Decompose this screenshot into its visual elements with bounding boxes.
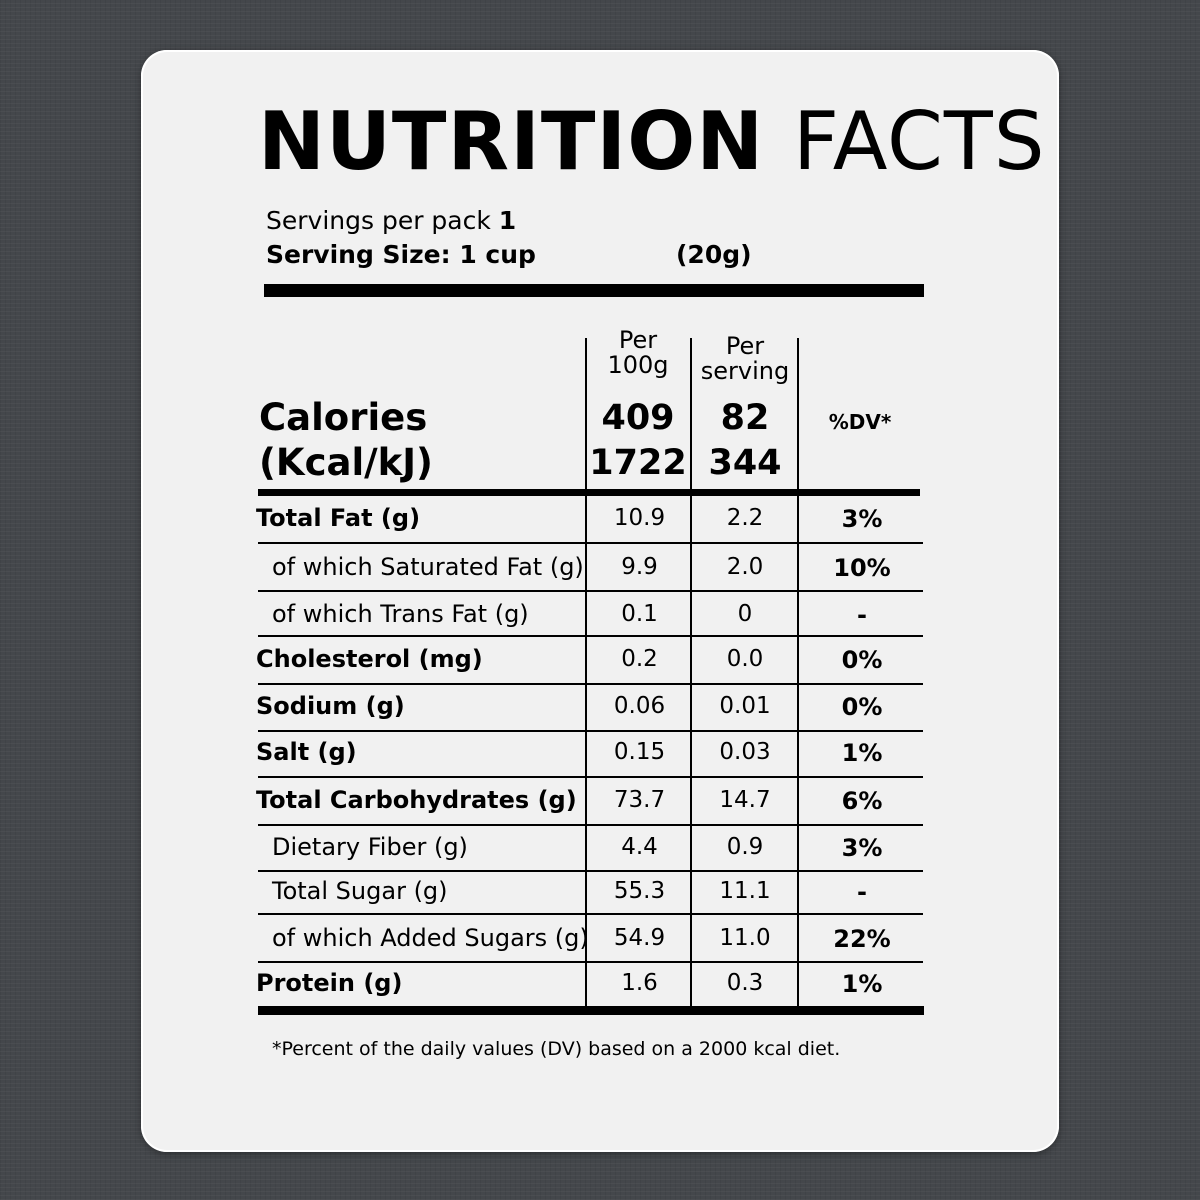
row-divider [258, 870, 923, 872]
thick-divider-bottom [258, 1006, 924, 1015]
calories-unit-label: (Kcal/kJ) [259, 441, 433, 484]
dv-value: 10% [833, 554, 891, 582]
per100g-value: 0.06 [613, 693, 666, 719]
nutrient-label: Protein (g) [256, 969, 403, 997]
column-header-per100g: Per 100g [586, 328, 690, 378]
row-divider [258, 683, 923, 685]
column-header-perserving: Per serving [692, 334, 798, 384]
perserving-value: 0.01 [719, 693, 771, 719]
nutrient-label: Total Sugar (g) [272, 877, 448, 905]
nutrient-label: Cholesterol (mg) [256, 645, 483, 673]
title-bold: NUTRITION [258, 95, 765, 188]
dv-value: 6% [841, 787, 883, 815]
per100g-value: 73.7 [613, 787, 666, 813]
column-header-perserving-line2: serving [700, 357, 790, 385]
nutrient-label: Sodium (g) [256, 692, 405, 720]
thick-divider-top [264, 284, 924, 297]
dv-value: 1% [841, 970, 883, 998]
perserving-value: 0.3 [726, 970, 764, 996]
servings-per-pack-label: Servings per pack [266, 206, 491, 235]
dv-column-header: %DV* [828, 410, 892, 434]
column-divider-1 [585, 338, 587, 1008]
dv-value: - [857, 601, 867, 629]
perserving-value: 11.0 [719, 925, 771, 951]
per100g-value: 1.6 [621, 970, 658, 996]
column-divider-3 [797, 338, 799, 1008]
nutrient-label: of which Trans Fat (g) [272, 600, 529, 628]
perserving-value: 0.9 [726, 834, 764, 860]
dv-value: 0% [841, 693, 883, 721]
per100g-value: 55.3 [613, 878, 666, 904]
nutrient-label: of which Added Sugars (g) [272, 924, 589, 952]
row-divider [258, 913, 923, 915]
row-divider [258, 961, 923, 963]
dv-value: 1% [841, 739, 883, 767]
footnote: *Percent of the daily values (DV) based … [272, 1038, 841, 1060]
nutrient-label: Total Carbohydrates (g) [256, 786, 577, 814]
per100g-value: 10.9 [613, 505, 666, 531]
perserving-value: 0 [737, 601, 753, 627]
calories-kj-per100g: 1722 [589, 443, 687, 483]
nutrition-label-card [141, 50, 1059, 1152]
per100g-value: 0.2 [621, 646, 658, 672]
per100g-value: 0.1 [621, 601, 658, 627]
perserving-value: 0.0 [726, 646, 764, 672]
calories-label: Calories [259, 396, 428, 439]
per100g-value: 0.15 [613, 739, 666, 765]
per100g-value: 4.4 [621, 834, 658, 860]
perserving-value: 2.0 [726, 554, 764, 580]
thick-divider-calories [258, 489, 920, 496]
nutrient-label: of which Saturated Fat (g) [272, 553, 584, 581]
dv-value: 0% [841, 646, 883, 674]
row-divider [258, 776, 923, 778]
servings-per-pack: Servings per pack 1 [266, 206, 516, 235]
dv-value: 3% [841, 834, 883, 862]
column-header-per100g-line2: 100g [607, 351, 669, 379]
nutrient-label: Total Fat (g) [256, 504, 421, 532]
calories-kcal-per100g: 409 [601, 398, 675, 438]
nutrient-label: Dietary Fiber (g) [272, 833, 468, 861]
calories-kj-perserving: 344 [708, 443, 782, 483]
row-divider [258, 542, 923, 544]
dv-value: 3% [841, 505, 883, 533]
row-divider [258, 590, 923, 592]
column-header-perserving-line1: Per [725, 332, 765, 360]
row-divider [258, 635, 923, 637]
row-divider [258, 824, 923, 826]
perserving-value: 0.03 [719, 739, 771, 765]
column-divider-2 [690, 338, 692, 1008]
dv-value: - [857, 878, 867, 906]
perserving-value: 11.1 [719, 878, 771, 904]
servings-per-pack-value: 1 [498, 206, 517, 235]
calories-kcal-perserving: 82 [720, 398, 770, 438]
perserving-value: 2.2 [726, 505, 764, 531]
title-light: FACTS [793, 95, 1046, 188]
page-title: NUTRITION FACTS [258, 92, 1046, 192]
per100g-value: 54.9 [613, 925, 666, 951]
column-header-per100g-line1: Per [618, 326, 658, 354]
dv-value: 22% [833, 925, 891, 953]
per100g-value: 9.9 [621, 554, 658, 580]
serving-size-label: Serving Size: 1 cup [266, 240, 536, 269]
row-divider [258, 730, 923, 732]
nutrient-label: Salt (g) [256, 738, 357, 766]
perserving-value: 14.7 [719, 787, 771, 813]
serving-size-grams: (20g) [676, 240, 752, 269]
